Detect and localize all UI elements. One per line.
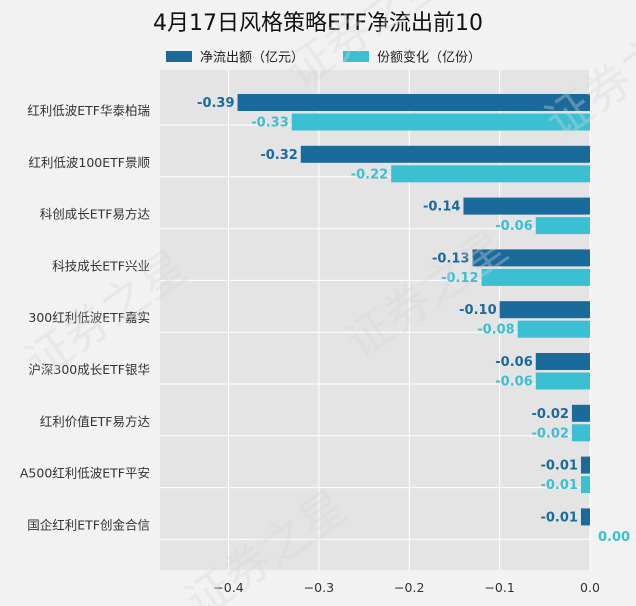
data-label: -0.32 (260, 148, 297, 163)
bar-outflow (237, 94, 590, 111)
x-tick-label: −0.3 (304, 580, 334, 595)
data-label: -0.10 (459, 303, 496, 318)
bar-share-change (481, 268, 590, 286)
data-label: -0.12 (441, 271, 478, 286)
category-label: 300红利低波ETF嘉实 (28, 310, 150, 325)
data-label: -0.01 (540, 510, 577, 525)
bar-outflow (499, 301, 590, 319)
legend-swatch (166, 51, 192, 62)
x-tick-label: −0.1 (484, 580, 514, 595)
category-label: 红利价值ETF易方达 (40, 414, 151, 429)
bar-share-change (535, 217, 590, 235)
bar-share-change (580, 476, 590, 494)
x-axis: −0.4 −0.3 −0.2 −0.1 0.0 (213, 580, 600, 595)
bar-share-change (571, 424, 590, 442)
data-label: -0.14 (423, 200, 460, 215)
data-label: -0.01 (540, 459, 577, 474)
legend-label: 净流出额（亿元） (200, 51, 304, 66)
data-label: -0.06 (495, 375, 532, 390)
data-label: -0.06 (495, 355, 532, 370)
data-label: -0.39 (197, 96, 234, 111)
legend-label: 份额变化（亿份） (377, 50, 481, 66)
data-label: -0.01 (540, 478, 577, 493)
category-label: 国企红利ETF创金合信 (27, 517, 150, 532)
data-label: -0.13 (432, 251, 469, 266)
bar-share-change (391, 165, 590, 183)
bar-outflow (463, 197, 590, 215)
data-label: 0.00 (598, 530, 630, 545)
legend-swatch (343, 51, 369, 62)
bar-share-change (535, 372, 590, 390)
bars (237, 94, 590, 526)
category-label: 科技成长ETF兴业 (52, 258, 150, 273)
bar-share-change (291, 113, 590, 131)
category-label: A500红利低波ETF平安 (20, 466, 150, 481)
bar-outflow (571, 404, 590, 422)
category-label: 科创成长ETF易方达 (40, 207, 151, 222)
bar-outflow (580, 508, 590, 526)
data-label: -0.33 (251, 116, 288, 131)
bar-outflow (580, 456, 590, 474)
data-label: -0.02 (531, 407, 568, 422)
bar-outflow (472, 249, 590, 267)
data-label: -0.08 (477, 323, 514, 338)
bar-share-change (517, 320, 590, 338)
data-label: -0.22 (351, 167, 388, 182)
category-label: 红利低波100ETF景顺 (28, 155, 150, 170)
x-tick-label: −0.2 (394, 580, 424, 595)
x-tick-label: −0.4 (213, 580, 243, 595)
value-labels: -0.39 -0.33 -0.32 -0.22 -0.14 -0.06 -0.13 -0.12… (197, 96, 630, 545)
x-tick-label: 0.0 (580, 580, 600, 595)
data-label: -0.02 (531, 426, 568, 441)
category-labels: 红利低波ETF华泰柏瑞红利低波100ETF景顺科创成长ETF易方达科技成长ETF… (20, 103, 151, 532)
legend: 净流出额（亿元） 份额变化（亿份） (166, 50, 481, 66)
data-label: -0.06 (495, 219, 532, 234)
bar-outflow (300, 145, 590, 163)
category-label: 红利低波ETF华泰柏瑞 (27, 103, 150, 118)
chart-title: 4月17日风格策略ETF净流出前10 (153, 11, 483, 36)
bar-outflow (535, 353, 590, 370)
category-label: 沪深300成长ETF银华 (28, 362, 150, 377)
